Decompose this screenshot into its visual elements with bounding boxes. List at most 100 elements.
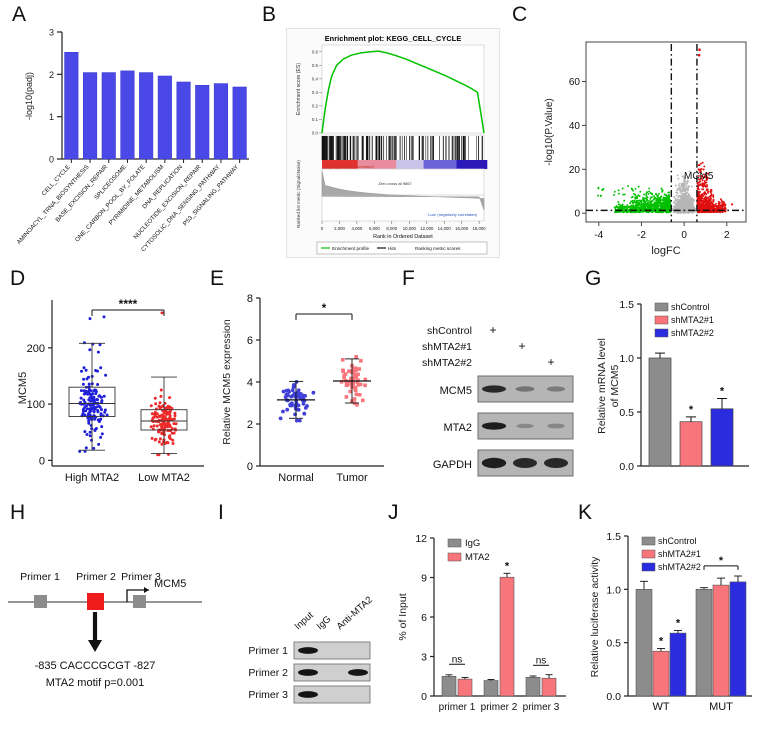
volcano-point — [698, 188, 700, 191]
y-axis-label: MCM5 — [17, 372, 29, 404]
gel-col-anti-mta2: Anti-MTA2 — [335, 594, 375, 632]
colorbar-seg — [401, 160, 405, 169]
significance-0: ns — [452, 654, 463, 665]
x-tick-label-9: 18,000 — [473, 226, 487, 231]
volcano-point — [639, 190, 642, 193]
colorbar-seg — [352, 160, 356, 169]
legend-enrichment-profile: Enrichment profile — [332, 246, 369, 251]
bar-MUT-shMTA22 — [729, 581, 747, 697]
tss-arrow-head — [144, 587, 149, 593]
volcano-point — [615, 205, 618, 208]
volcano-point — [678, 194, 681, 197]
volcano-point — [686, 182, 688, 185]
bar-WT-shControl — [635, 589, 653, 697]
volcano-point — [680, 189, 683, 192]
volcano-point — [712, 210, 715, 213]
volcano-point — [660, 203, 663, 206]
x-tick-label-0: 0 — [321, 226, 324, 231]
significance-stars: **** — [119, 297, 138, 311]
scatter-point — [154, 402, 158, 406]
volcano-point — [676, 202, 679, 205]
volcano-point — [685, 197, 688, 200]
volcano-point — [701, 184, 704, 186]
volcano-point — [724, 203, 726, 206]
volcano-point — [684, 193, 687, 195]
scatter-point — [92, 446, 96, 450]
scatter-point — [100, 425, 104, 429]
volcano-point — [660, 205, 663, 208]
scatter-point — [358, 382, 363, 387]
scatter-point — [93, 417, 97, 421]
volcano-point — [686, 196, 689, 199]
volcano-point — [701, 179, 704, 182]
volcano-point — [704, 205, 707, 208]
gel-band-primer-3-col1 — [298, 691, 318, 698]
legend-hits: Hits — [388, 246, 397, 251]
volcano-point — [647, 211, 650, 214]
volcano-point — [634, 187, 637, 190]
volcano-point — [710, 208, 713, 211]
volcano-point — [635, 195, 638, 198]
volcano-point — [640, 199, 643, 202]
volcano-point — [646, 205, 649, 208]
volcano-point — [656, 206, 659, 209]
colorbar-seg — [426, 160, 430, 169]
volcano-point — [709, 190, 712, 193]
panel-k: K 0.0 0.5 1.0 1.5 Relative luciferase activ… — [576, 502, 759, 738]
volcano-point — [664, 205, 667, 208]
colorbar-seg — [335, 160, 340, 169]
scatter-point — [353, 385, 358, 390]
scatter-point — [82, 366, 86, 370]
colorbar-seg — [357, 160, 361, 169]
volcano-point — [706, 197, 709, 200]
volcano-point — [702, 182, 705, 185]
volcano-point — [681, 206, 684, 209]
x-tick-label-3: 2 — [724, 230, 730, 241]
volcano-point — [658, 207, 660, 210]
panel-c-label: C — [512, 3, 528, 26]
volcano-point — [698, 197, 701, 200]
x-tick-label-3: 6,000 — [369, 226, 380, 231]
volcano-point — [684, 189, 687, 192]
volcano-point — [635, 208, 638, 210]
y-tick-label-1: 20 — [569, 165, 581, 176]
colorbar-seg — [470, 160, 474, 169]
colorbar-seg — [371, 160, 375, 169]
x-tick-label-1: MUT — [709, 701, 733, 713]
y-tick-2: 2 — [49, 70, 54, 80]
volcano-point — [673, 201, 676, 204]
volcano-point — [628, 205, 631, 208]
scatter-point — [95, 405, 99, 409]
colorbar-seg — [437, 160, 441, 169]
lane-label-shcontrol: shControl — [427, 325, 472, 337]
volcano-point — [682, 189, 685, 192]
scatter-point — [85, 404, 88, 408]
band-mta2-lane1 — [481, 422, 507, 430]
scatter-point — [80, 369, 83, 373]
scatter-point — [85, 407, 89, 411]
bar-WT-shMTA22 — [669, 632, 687, 697]
gel-band-primer-1-col1 — [298, 647, 318, 654]
scatter-point — [87, 382, 91, 386]
scatter-point — [99, 417, 103, 421]
scatter-point — [149, 425, 153, 429]
y-tick-label-2: 40 — [569, 121, 581, 132]
plus-marker-lane3: + — [547, 355, 554, 369]
es-axis-label: Enrichment score (ES) — [296, 63, 302, 115]
scatter-point — [82, 392, 86, 396]
scatter-point — [158, 401, 162, 405]
scatter-point — [150, 412, 154, 416]
scatter-point — [151, 416, 155, 420]
scatter-point — [99, 435, 103, 439]
colorbar-seg — [445, 160, 449, 169]
scatter-point — [363, 377, 368, 382]
panel-c: C 0 20 40 60 -4 -2 0 2 -log10(P.Value) logFC M… — [508, 4, 758, 266]
volcano-point — [722, 201, 725, 203]
scatter-point — [342, 373, 346, 378]
colorbar-seg — [434, 160, 438, 169]
primer-1-box — [34, 595, 47, 608]
volcano-point — [622, 193, 625, 196]
volcano-point — [704, 174, 707, 177]
volcano-point — [706, 211, 708, 214]
volcano-point — [724, 207, 727, 210]
